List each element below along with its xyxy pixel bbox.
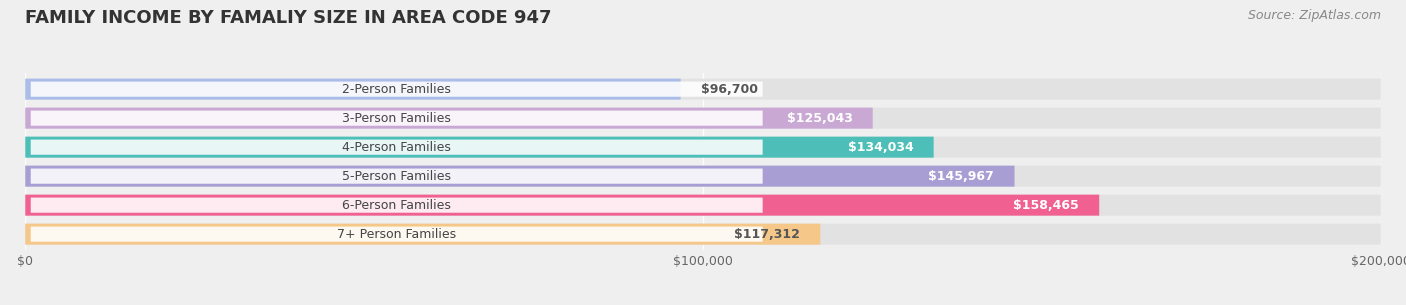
Text: 6-Person Families: 6-Person Families: [342, 199, 451, 212]
FancyBboxPatch shape: [25, 79, 681, 100]
FancyBboxPatch shape: [25, 166, 1015, 187]
Text: 3-Person Families: 3-Person Families: [342, 112, 451, 125]
FancyBboxPatch shape: [25, 224, 1381, 245]
FancyBboxPatch shape: [25, 108, 873, 129]
FancyBboxPatch shape: [25, 137, 934, 158]
Text: $145,967: $145,967: [928, 170, 994, 183]
Text: Source: ZipAtlas.com: Source: ZipAtlas.com: [1247, 9, 1381, 22]
Text: 5-Person Families: 5-Person Families: [342, 170, 451, 183]
FancyBboxPatch shape: [25, 195, 1381, 216]
FancyBboxPatch shape: [25, 137, 1381, 158]
FancyBboxPatch shape: [31, 198, 762, 213]
FancyBboxPatch shape: [31, 169, 762, 184]
Text: $96,700: $96,700: [702, 83, 758, 96]
FancyBboxPatch shape: [31, 140, 762, 155]
FancyBboxPatch shape: [25, 195, 1099, 216]
Text: $158,465: $158,465: [1014, 199, 1078, 212]
Text: 7+ Person Families: 7+ Person Families: [337, 228, 456, 241]
FancyBboxPatch shape: [25, 166, 1381, 187]
FancyBboxPatch shape: [25, 224, 820, 245]
Text: $134,034: $134,034: [848, 141, 914, 154]
Text: 4-Person Families: 4-Person Families: [342, 141, 451, 154]
FancyBboxPatch shape: [31, 227, 762, 242]
Text: FAMILY INCOME BY FAMALIY SIZE IN AREA CODE 947: FAMILY INCOME BY FAMALIY SIZE IN AREA CO…: [25, 9, 551, 27]
Text: $117,312: $117,312: [734, 228, 800, 241]
Text: 2-Person Families: 2-Person Families: [342, 83, 451, 96]
FancyBboxPatch shape: [25, 79, 1381, 100]
FancyBboxPatch shape: [31, 81, 762, 97]
FancyBboxPatch shape: [25, 108, 1381, 129]
FancyBboxPatch shape: [31, 111, 762, 126]
Text: $125,043: $125,043: [786, 112, 852, 125]
